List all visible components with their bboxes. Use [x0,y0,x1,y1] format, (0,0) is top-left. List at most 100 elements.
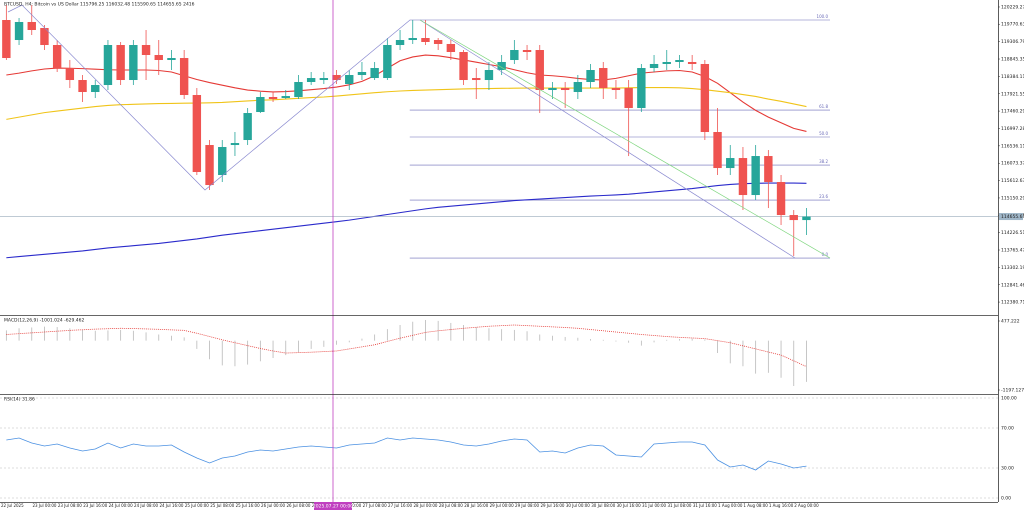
candle-body [637,68,646,109]
y-tick-label: 119770.63 [1001,22,1024,28]
candle-body [789,215,798,221]
x-tick-label: 26 Jul 08:00 [286,503,310,508]
candle-body [586,70,595,83]
candle-body [294,82,303,98]
x-tick-label: 25 Jul 16:00 [236,503,260,508]
y-tick-label: 113302.19 [1001,265,1024,271]
candle-body [446,43,456,52]
x-tick-label: 24 Jul 16:00 [159,503,183,508]
candle-body [522,50,532,52]
y-tick-label: 114226.51 [1001,230,1024,236]
macd-signal [6,324,807,367]
y-tick-label: 115612.63 [1001,178,1024,184]
candle-body [675,60,684,62]
candle-body [40,28,49,46]
candle-body [497,62,506,71]
fib-label: 100.0 [817,14,829,19]
zigzag-tool [7,4,411,191]
candle-body [687,62,697,64]
candle-body [764,156,773,183]
candle-body [611,88,621,91]
current-price-box [999,213,1023,221]
candle-body [738,158,748,196]
candle-body [649,63,659,69]
y-tick-label: 115150.29 [1001,195,1024,201]
x-tick-label: 25 Jul 00:00 [185,503,209,508]
x-tick-label: 2 Aug 00:00 [794,503,819,508]
y-tick-label: 477.222 [1001,319,1020,325]
candle-body [535,50,544,91]
candle-body [560,88,570,91]
candle-body [167,58,176,61]
candle-body [408,38,417,41]
candle-body [141,45,151,56]
fib-label: 38.2 [819,159,828,164]
candle-body [700,63,710,133]
moving-average [6,87,807,120]
plot-layer: 120229.27 119770.63 119306.79 118845.35 1183… [0,4,1024,508]
macd-label: MACD(12,26,9) -1001.024 -629.462 [4,318,85,324]
y-tick-label: 116536.11 [1001,143,1024,149]
candle-body [243,113,252,141]
candle-body [52,45,62,69]
y-tick-label: 30.00 [1001,466,1014,472]
candle-body [256,97,265,113]
x-tick-label: 27 Jul 16:00 [388,503,412,508]
y-tick-label: 0.00 [1001,496,1011,502]
y-tick-label: 119306.79 [1001,39,1024,45]
candle-body [472,78,481,81]
candle-body [65,68,75,81]
x-tick-label: 23 Jul 16:00 [83,503,107,508]
x-tick-label: 28 Jul 16:00 [464,503,488,508]
moving-average [6,182,807,259]
candle-body [395,40,405,46]
candle-body [624,88,633,109]
x-tick-label: 31 Jul 08:00 [667,503,691,508]
fib-label: 50.0 [819,131,828,136]
x-tick-label: 1 Aug 16:00 [769,503,794,508]
candle-body [27,21,36,31]
x-tick-label: 30 Jul 16:00 [617,503,641,508]
cursor-label-box [314,502,352,510]
candle-body [332,75,341,81]
x-tick-label: 27 Jul 08:00 [363,503,387,508]
candle-body [103,45,113,86]
x-tick-label: 31 Jul 00:00 [642,503,666,508]
x-tick-label: 30 Jul 00:00 [566,503,590,508]
candle-body [205,145,214,186]
candle-body [548,88,557,91]
candle-body [319,78,329,81]
x-tick-label: 31 Jul 16:00 [693,503,717,508]
x-tick-label: 26 Jul 00:00 [261,503,285,508]
candle-body [776,182,786,216]
candle-body [662,62,671,64]
candle-body [154,55,163,61]
candle-body [129,45,138,81]
candle-body [2,20,11,59]
candle-body [484,70,494,81]
y-tick-label: 117460.29 [1001,109,1024,115]
y-tick-label: 100.00 [1001,396,1017,402]
candle-body [383,45,392,79]
y-tick-label: 118384.11 [1001,74,1024,80]
moving-average [6,54,807,132]
x-tick-label: 29 Jul 08:00 [515,503,539,508]
candle-body [268,97,278,99]
y-tick-label: 116073.37 [1001,161,1024,167]
candle-body [306,78,316,83]
y-tick-label: 116997.28 [1001,126,1024,132]
candle-body [116,45,125,81]
y-tick-label: 113765.47 [1001,248,1024,254]
candle-body [192,95,202,173]
y-tick-label: 117921.55 [1001,91,1024,97]
candle-body [459,51,468,81]
trend-tool [419,19,831,259]
x-tick-label: 30 Jul 08:00 [591,503,615,508]
x-tick-label: 28 Jul 08:00 [439,503,463,508]
rsi-line [6,437,807,471]
candle-body [573,82,583,93]
candle-body [78,80,87,93]
x-tick-label: 24 Jul 08:00 [134,503,158,508]
